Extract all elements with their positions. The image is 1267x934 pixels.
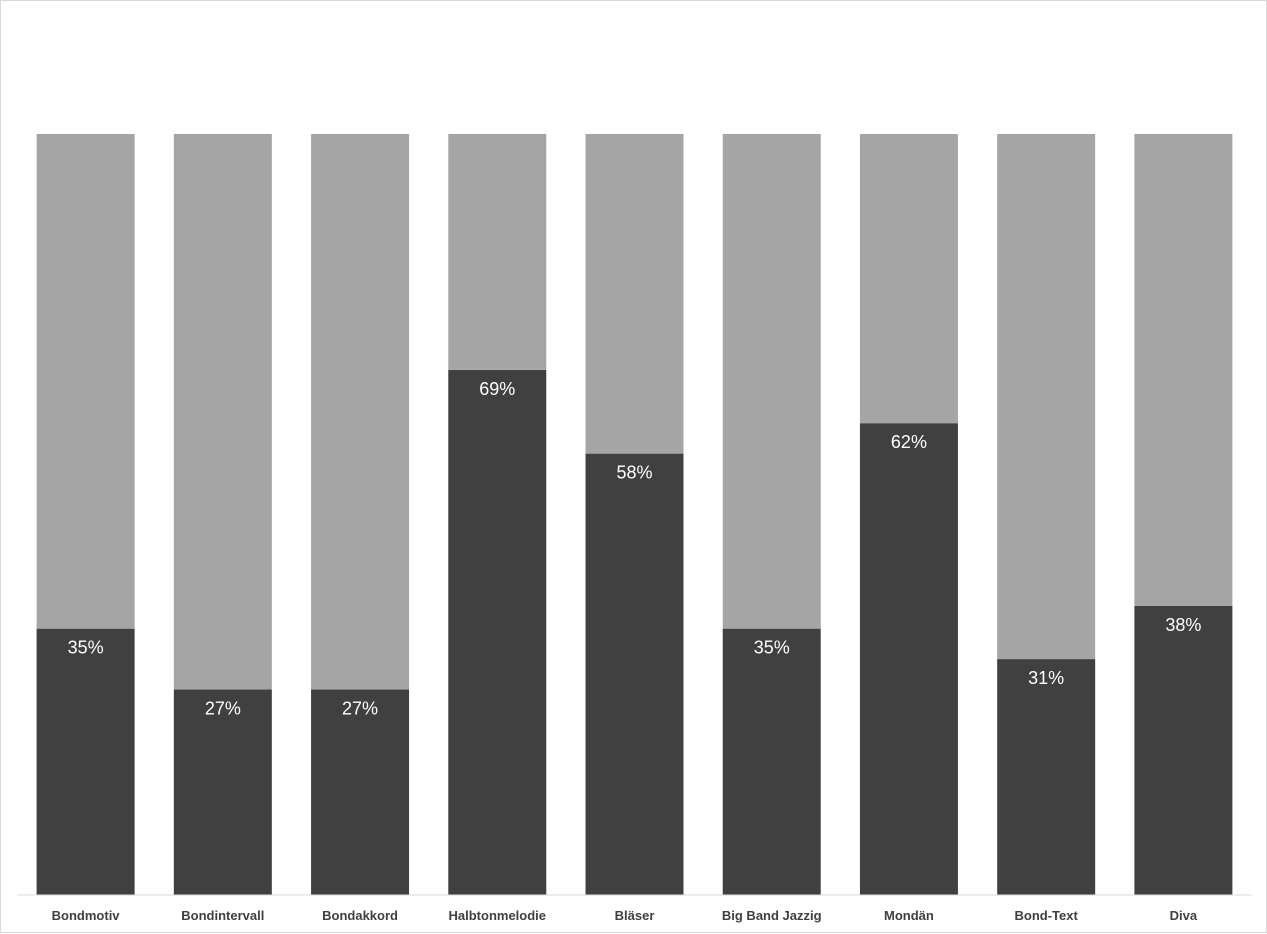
- category-label-bondmotiv: Bondmotiv: [52, 908, 121, 923]
- bar-segment-light-bondmotiv: [36, 134, 135, 629]
- data-labels-layer: 35% 27% 27% 69% 58% 35% 62% 31% 38%: [68, 379, 1202, 719]
- category-label-bondakkord: Bondakkord: [322, 908, 398, 923]
- bar-segment-light-bond-text: [997, 134, 1096, 660]
- bar-segment-light-bondintervall: [173, 134, 272, 690]
- bar-segment-light-halbtonmelodie: [448, 134, 547, 370]
- bar-segment-light-mondan: [859, 134, 958, 424]
- bar-segment-dark-bondintervall: [173, 689, 272, 895]
- category-label-blaser: Bläser: [615, 908, 655, 923]
- bar-segment-dark-diva: [1134, 605, 1233, 895]
- data-label-bond-text: 31%: [1028, 668, 1064, 688]
- category-label-bondintervall: Bondintervall: [181, 908, 264, 923]
- category-label-bond-text: Bond-Text: [1015, 908, 1079, 923]
- data-label-bondakkord: 27%: [342, 699, 378, 719]
- category-label-diva: Diva: [1170, 908, 1198, 923]
- bars-layer: [36, 134, 1233, 895]
- data-label-bondmotiv: 35%: [68, 638, 104, 658]
- data-label-halbtonmelodie: 69%: [479, 379, 515, 399]
- category-label-mondan: Mondän: [884, 908, 934, 923]
- category-label-big-band-jazzig: Big Band Jazzig: [722, 908, 822, 923]
- bar-segment-light-diva: [1134, 134, 1233, 606]
- bar-segment-dark-halbtonmelodie: [448, 369, 547, 895]
- bar-segment-dark-bondakkord: [311, 689, 410, 895]
- data-label-bondintervall: 27%: [205, 699, 241, 719]
- category-label-halbtonmelodie: Halbtonmelodie: [449, 908, 547, 923]
- bar-segment-light-blaser: [585, 134, 684, 454]
- data-label-blaser: 58%: [616, 463, 652, 483]
- bar-segment-dark-mondan: [859, 423, 958, 895]
- bar-segment-dark-big-band-jazzig: [722, 628, 821, 895]
- bar-segment-dark-bond-text: [997, 659, 1096, 895]
- category-labels-layer: Bondmotiv Bondintervall Bondakkord Halbtonm…: [52, 908, 1198, 923]
- data-label-big-band-jazzig: 35%: [754, 638, 790, 658]
- bar-segment-light-bondakkord: [311, 134, 410, 690]
- bar-segment-light-big-band-jazzig: [722, 134, 821, 629]
- bar-segment-dark-blaser: [585, 453, 684, 895]
- data-label-diva: 38%: [1165, 615, 1201, 635]
- data-label-mondan: 62%: [891, 432, 927, 452]
- bar-segment-dark-bondmotiv: [36, 628, 135, 895]
